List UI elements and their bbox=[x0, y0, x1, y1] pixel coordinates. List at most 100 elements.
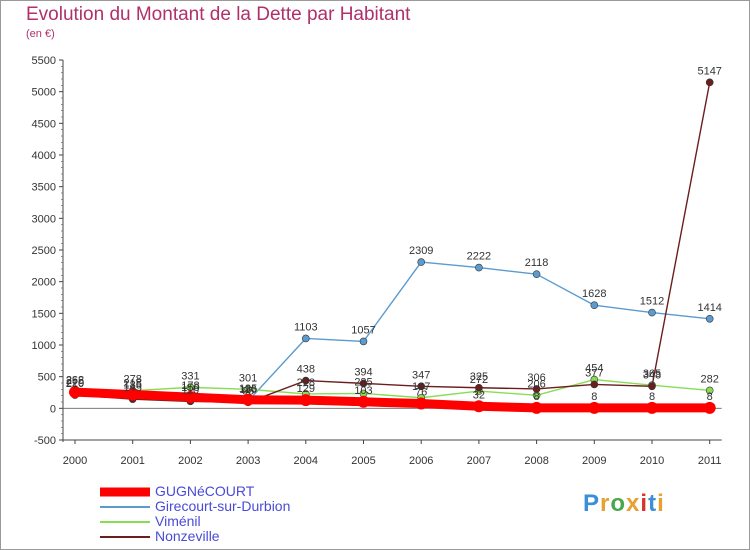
legend: GUGNéCOURT Girecourt-sur-Durbion Viménil No… bbox=[100, 484, 360, 544]
data-label: 32 bbox=[473, 389, 485, 401]
data-label: 5147 bbox=[697, 65, 721, 77]
data-point bbox=[417, 258, 426, 266]
data-point bbox=[532, 270, 541, 278]
data-point bbox=[590, 301, 599, 310]
legend-swatch bbox=[100, 535, 150, 538]
legend-label: Girecourt-sur-Durbion bbox=[155, 498, 291, 514]
data-point bbox=[299, 394, 312, 407]
legend-item: GUGNéCOURT bbox=[100, 484, 360, 499]
x-tick-label: 2008 bbox=[524, 455, 548, 467]
legend-item: Viménil bbox=[100, 514, 360, 529]
data-point bbox=[242, 393, 255, 406]
y-tick-label: 3500 bbox=[32, 182, 56, 194]
series-line-2 bbox=[74, 378, 711, 399]
x-tick-label: 2002 bbox=[178, 455, 202, 467]
x-tick-label: 2000 bbox=[63, 455, 87, 467]
legend-swatch bbox=[100, 505, 150, 508]
legend-item: Girecourt-sur-Durbion bbox=[100, 499, 360, 514]
data-point bbox=[705, 78, 714, 87]
data-point bbox=[530, 401, 543, 414]
x-tick-label: 2004 bbox=[294, 455, 318, 467]
data-point bbox=[184, 391, 197, 404]
y-tick-label: 4500 bbox=[32, 118, 56, 130]
data-label: 235 bbox=[354, 376, 372, 388]
data-label: 348 bbox=[643, 369, 661, 381]
x-tick-label: 2006 bbox=[409, 455, 433, 467]
chart-subtitle: (en €) bbox=[26, 28, 55, 40]
data-label: 76 bbox=[415, 387, 427, 399]
data-point bbox=[646, 401, 658, 414]
series-line-1 bbox=[74, 261, 711, 402]
data-label: 255 bbox=[66, 375, 84, 387]
data-label: 178 bbox=[181, 380, 199, 392]
data-label: 301 bbox=[239, 372, 257, 384]
data-point bbox=[357, 395, 370, 408]
y-tick-label: 4000 bbox=[32, 150, 56, 162]
data-point bbox=[301, 376, 310, 385]
data-label: 135 bbox=[239, 383, 257, 395]
data-label: 1512 bbox=[640, 296, 664, 308]
data-label: 95 bbox=[242, 385, 254, 397]
legend-label: Nonzeville bbox=[155, 528, 220, 544]
data-label: 185 bbox=[124, 380, 142, 392]
series-line-3 bbox=[74, 81, 711, 404]
data-label: 8 bbox=[534, 391, 540, 403]
data-point bbox=[417, 382, 426, 391]
data-point bbox=[69, 386, 81, 399]
x-tick-label: 2001 bbox=[120, 455, 144, 467]
data-label: 306 bbox=[527, 372, 545, 384]
x-tick-label: 2007 bbox=[467, 455, 491, 467]
data-label: 2222 bbox=[467, 251, 491, 263]
data-label: 1103 bbox=[294, 321, 318, 333]
data-point bbox=[590, 380, 599, 389]
data-label: 2309 bbox=[409, 245, 433, 257]
series-line-0 bbox=[70, 387, 715, 413]
data-label: 278 bbox=[124, 374, 142, 386]
data-label: 1628 bbox=[582, 288, 606, 300]
data-label: 438 bbox=[297, 364, 315, 376]
y-tick-label: -500 bbox=[34, 435, 56, 447]
data-point bbox=[472, 400, 485, 413]
y-tick-label: 500 bbox=[38, 372, 56, 384]
legend-item: Nonzeville bbox=[100, 529, 360, 544]
data-point bbox=[415, 397, 428, 410]
data-label: 8 bbox=[591, 391, 597, 403]
data-point bbox=[648, 382, 656, 391]
data-label: 394 bbox=[354, 366, 372, 378]
data-label: 150 bbox=[181, 382, 199, 394]
x-tick-label: 2009 bbox=[582, 455, 606, 467]
data-label: 8 bbox=[649, 391, 655, 403]
data-point bbox=[244, 385, 252, 394]
legend-label: GUGNéCOURT bbox=[155, 483, 255, 499]
x-tick-label: 2010 bbox=[640, 455, 664, 467]
y-tick-label: 0 bbox=[50, 403, 56, 415]
data-point bbox=[648, 308, 656, 317]
data-label: 377 bbox=[585, 367, 603, 379]
data-label: 272 bbox=[470, 374, 488, 386]
x-tick-label: 2005 bbox=[351, 455, 375, 467]
data-label: 8 bbox=[707, 391, 713, 403]
data-point bbox=[186, 383, 195, 392]
data-label: 282 bbox=[701, 373, 719, 385]
data-point bbox=[705, 386, 714, 395]
data-label: 206 bbox=[527, 378, 545, 390]
data-point bbox=[126, 388, 139, 401]
data-label: 145 bbox=[124, 382, 142, 394]
data-label: 1057 bbox=[351, 324, 375, 336]
chart-title: Evolution du Montant de la Dette par Hab… bbox=[26, 4, 411, 25]
data-point bbox=[475, 263, 483, 272]
y-tick-label: 2000 bbox=[32, 277, 56, 289]
legend-label: Viménil bbox=[155, 513, 201, 529]
data-label: 365 bbox=[643, 368, 661, 380]
data-label: 331 bbox=[181, 370, 199, 382]
data-point bbox=[475, 383, 483, 392]
data-point bbox=[359, 337, 368, 346]
data-label: 220 bbox=[66, 377, 84, 389]
data-label: 325 bbox=[470, 371, 488, 383]
data-point bbox=[532, 385, 541, 393]
data-label: 1414 bbox=[697, 302, 721, 314]
data-label: 2118 bbox=[525, 257, 549, 269]
data-label: 210 bbox=[66, 378, 84, 390]
